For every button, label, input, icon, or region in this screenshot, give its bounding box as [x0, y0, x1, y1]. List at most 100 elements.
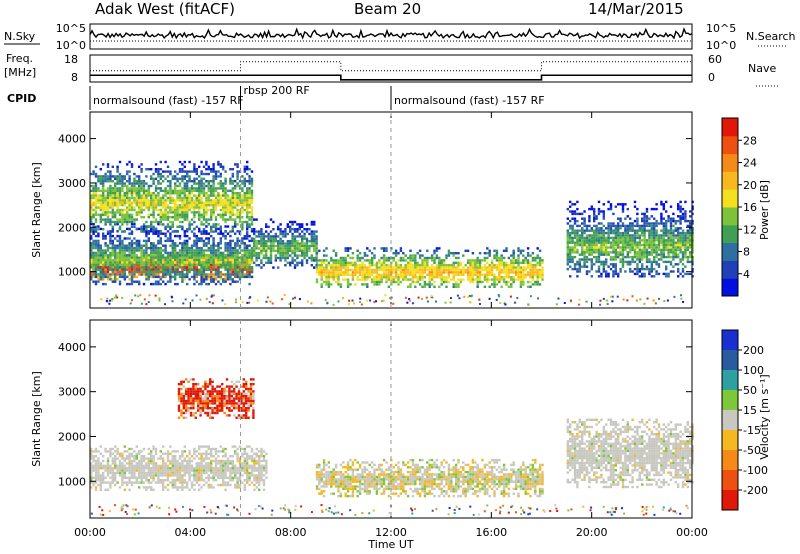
range-gate-cell	[633, 267, 637, 271]
range-gate-cell	[202, 206, 206, 209]
range-gate-cell	[90, 216, 93, 219]
range-gate-cell	[248, 192, 251, 195]
range-gate-cell	[392, 259, 395, 262]
range-gate-cell	[260, 252, 263, 255]
range-gate-cell	[486, 280, 489, 284]
range-gate-cell	[351, 273, 355, 276]
range-gate-cell	[375, 261, 379, 264]
range-gate-cell	[202, 273, 206, 276]
range-gate-cell	[517, 259, 520, 262]
range-gate-cell	[202, 261, 206, 264]
range-gate-cell	[581, 248, 584, 252]
range-gate-cell	[188, 187, 191, 190]
range-gate-cell	[102, 177, 105, 180]
range-gate-cell	[588, 253, 591, 256]
range-gate-cell	[111, 201, 114, 204]
range-gate-cell	[217, 227, 220, 231]
range-gate-cell	[152, 180, 155, 183]
range-gate-cell	[660, 258, 663, 261]
range-gate-cell	[176, 194, 179, 197]
range-gate-cell	[648, 260, 651, 264]
range-gate-cell	[689, 215, 692, 218]
range-gate-cell	[669, 263, 673, 266]
range-gate-cell	[617, 236, 620, 240]
range-gate-cell	[267, 232, 270, 236]
range-gate-cell	[183, 206, 186, 209]
range-gate-cell	[219, 216, 222, 219]
range-gate-cell	[253, 232, 256, 236]
range-gate-cell	[111, 187, 114, 190]
range-gate-cell	[597, 210, 601, 213]
range-gate-cell	[397, 278, 400, 281]
range-gate-cell	[250, 220, 254, 224]
range-gate-cell	[507, 273, 511, 276]
range-gate-cell	[569, 227, 572, 230]
range-gate-cell	[602, 246, 605, 249]
range-gate-cell	[621, 258, 625, 261]
range-gate-cell	[186, 266, 189, 269]
range-gate-cell	[438, 256, 441, 260]
range-gate-cell	[250, 206, 254, 209]
range-gate-cell	[474, 259, 477, 262]
range-gate-cell	[279, 244, 282, 248]
range-gate-cell	[150, 168, 153, 171]
range-gate-cell	[272, 242, 275, 245]
range-gate-cell	[454, 273, 458, 276]
range-gate-cell	[349, 256, 352, 260]
range-gate-cell	[284, 256, 287, 260]
range-gate-cell	[490, 268, 494, 272]
range-gate-cell	[426, 256, 429, 260]
range-gate-cell	[380, 273, 383, 276]
range-gate-cell	[423, 259, 427, 262]
range-gate-cell	[681, 231, 685, 235]
range-gate-cell	[171, 258, 174, 262]
range-gate-cell	[423, 256, 427, 260]
range-gate-cell	[643, 236, 646, 240]
range-gate-cell	[653, 229, 656, 232]
range-gate-cell	[296, 244, 299, 248]
range-gate-cell	[510, 266, 513, 269]
range-gate-cell	[241, 249, 244, 252]
range-gate-cell	[229, 189, 232, 192]
range-gate-cell	[495, 264, 499, 267]
range-gate-cell	[114, 254, 117, 257]
range-gate-cell	[493, 280, 496, 284]
range-gate-cell	[569, 224, 572, 228]
range-gate-cell	[588, 224, 591, 228]
range-gate-cell	[217, 163, 220, 166]
range-gate-cell	[624, 243, 627, 247]
range-gate-cell	[212, 175, 215, 178]
range-gate-cell	[241, 225, 244, 228]
range-gate-cell	[681, 275, 685, 278]
range-gate-cell	[147, 194, 150, 197]
range-gate-cell	[363, 252, 367, 255]
range-gate-cell	[344, 256, 347, 260]
range-gate-cell	[186, 268, 189, 271]
range-gate-cell	[346, 249, 350, 252]
range-gate-cell	[409, 283, 412, 286]
range-gate-cell	[313, 232, 316, 236]
range-gate-cell	[585, 255, 589, 259]
range-gate-cell	[255, 264, 258, 267]
range-gate-cell	[522, 249, 525, 252]
range-gate-cell	[198, 187, 201, 190]
range-gate-cell	[674, 236, 677, 240]
range-gate-cell	[164, 189, 167, 192]
range-gate-cell	[298, 249, 301, 252]
range-gate-cell	[198, 254, 201, 257]
range-gate-cell	[464, 271, 467, 274]
range-gate-cell	[147, 189, 150, 192]
range-gate-cell	[123, 218, 126, 221]
range-gate-cell	[97, 263, 100, 267]
range-gate-cell	[135, 263, 138, 267]
range-gate-cell	[130, 282, 134, 286]
range-gate-cell	[222, 201, 225, 204]
range-gate-cell	[174, 242, 177, 245]
range-gate-cell	[210, 192, 213, 195]
range-gate-cell	[224, 258, 227, 262]
range-gate-cell	[92, 189, 95, 192]
range-gate-cell	[411, 278, 415, 281]
range-gate-cell	[303, 252, 306, 255]
range-gate-cell	[679, 272, 682, 276]
range-gate-cell	[677, 270, 680, 273]
